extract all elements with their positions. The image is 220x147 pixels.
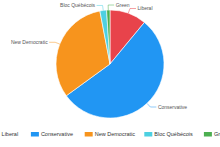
- chart-svg: Liberal Conservative New Democratic Bloc Qu…: [0, 0, 220, 147]
- chart-container: Liberal Conservative New Democratic Bloc Qu…: [0, 0, 220, 147]
- leader-line: [108, 5, 114, 10]
- leader-line: [97, 5, 104, 10]
- legend-label: Liberal: [2, 131, 19, 137]
- leader-line: [128, 8, 136, 13]
- slice-label: New Democratic: [11, 39, 48, 45]
- legend-swatch: [31, 132, 39, 137]
- legend: Liberal Conservative New Democratic Bloc Qu…: [0, 131, 220, 137]
- slice-label: Conservative: [158, 104, 187, 110]
- pie-slice: [107, 10, 110, 64]
- slices: [56, 10, 164, 118]
- leader-line: [147, 103, 156, 107]
- slice-label: Green: [116, 2, 130, 8]
- pie-slice: [56, 11, 110, 96]
- legend-label: New Democratic: [95, 131, 136, 137]
- legend-label: Green: [214, 131, 220, 137]
- slice-label: Liberal: [137, 5, 152, 11]
- legend-swatch: [144, 132, 152, 137]
- slice-labels: Liberal Conservative New Democratic Bloc Qu…: [11, 2, 187, 110]
- legend-label: Conservative: [41, 131, 73, 137]
- pie-slice: [100, 10, 110, 64]
- legend-swatch: [85, 132, 93, 137]
- legend-label: Bloc Québécois: [154, 131, 193, 137]
- leader-line: [49, 42, 60, 44]
- slice-label: Bloc Québécois: [60, 2, 96, 8]
- legend-swatch: [204, 132, 212, 137]
